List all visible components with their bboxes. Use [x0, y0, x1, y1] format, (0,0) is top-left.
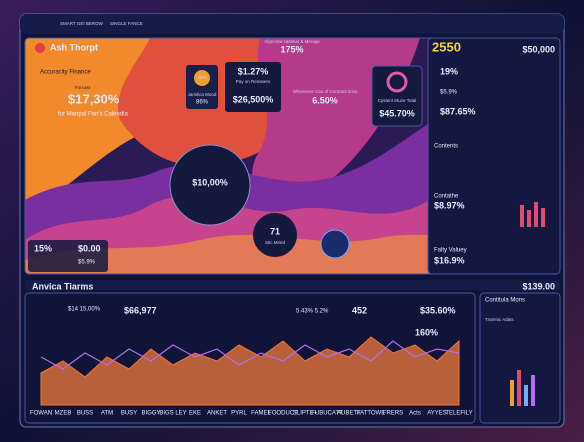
side-sub: Tranmic Adats — [485, 317, 514, 322]
tile-value: $10,00% — [192, 177, 228, 187]
kpi: 5.43% 5.2% — [296, 309, 329, 315]
tab[interactable]: SMART GEI BEROW — [60, 21, 104, 26]
x-tick-label: ATM — [101, 411, 113, 417]
tile-value: 71 — [270, 226, 280, 236]
kpi: $14 15,00% — [68, 307, 101, 313]
tile-value: $45.70% — [379, 108, 415, 118]
stat: $0.00 — [78, 243, 101, 253]
x-tick-label: BIGS LEY — [159, 411, 186, 417]
x-tick-label: AYYES — [427, 411, 447, 417]
tile-value: 175% — [280, 44, 303, 54]
right-line: $87.65% — [440, 106, 476, 116]
side-bars — [510, 370, 535, 406]
hero-heading: Accuracity Finance — [40, 70, 91, 76]
right-pct: 19% — [440, 66, 458, 76]
right-big: 2550 — [432, 39, 461, 54]
x-tick-label: ANKET — [207, 411, 227, 417]
tile-value: 86% — [196, 100, 209, 106]
gauge — [386, 71, 408, 93]
tile — [186, 65, 218, 109]
x-tick-label: BUSS — [77, 411, 93, 417]
x-tick-label: FOODUCT — [268, 411, 298, 417]
divider-bar — [25, 280, 560, 290]
right-value: $16.9% — [434, 255, 465, 265]
logo — [35, 43, 45, 53]
art — [25, 38, 472, 274]
right-amount: $50,000 — [522, 44, 555, 54]
right-heading: Falty Valuey — [434, 248, 467, 254]
total: $139.00 — [522, 281, 555, 291]
stats-box — [28, 240, 108, 272]
x-tick-label: FAMEL — [251, 411, 271, 417]
header-bar — [20, 14, 564, 34]
title: Ash Thorpt — [50, 42, 98, 52]
hero-caption: for Manpal Fan's Calendia — [58, 112, 129, 118]
tile-label: Stic Meed — [265, 240, 286, 245]
right-heading: Contathe — [434, 194, 459, 200]
tile-label: Pay on Renavers — [236, 79, 271, 84]
kpi: 160% — [415, 327, 438, 337]
tile-label: Whevenve Cao of Contract envy — [293, 89, 359, 94]
x-tick-label: MZEB — [55, 411, 72, 417]
right-line: $5.9% — [440, 90, 458, 96]
x-tick-label: FOWAN — [30, 411, 52, 417]
x-tick-label: BUSY — [121, 411, 137, 417]
right-value: $8.97% — [434, 200, 465, 210]
side-panel — [479, 292, 561, 424]
x-tick-label: PYRL — [231, 411, 247, 417]
x-tick-label: FRERS — [383, 411, 403, 417]
x-tick-label: BIGGY — [141, 411, 160, 417]
x-tick-label: FUBUCATT — [311, 411, 343, 417]
tile-label: Jamilica Mood — [188, 92, 217, 97]
right-heading: Contents — [434, 144, 458, 150]
tile-label: Cystent Irtuze Total — [378, 98, 416, 103]
line — [40, 340, 460, 370]
tile — [225, 62, 281, 112]
tile-label: Afgendar camitus & Merage — [264, 39, 320, 44]
x-tick-label: FATTOWE — [357, 411, 385, 417]
tile — [371, 65, 423, 127]
bottom-title: Anvica Tiarms — [32, 281, 93, 291]
gauge — [194, 70, 210, 86]
x-tick-label: SLIPTE+ — [293, 411, 318, 417]
x-tick-label: TELEFILY — [445, 411, 472, 417]
hero-label: Forcast — [75, 85, 91, 90]
stat: $5.9% — [78, 260, 96, 266]
x-tick-label: AUBETT — [337, 411, 361, 417]
kpi: $66,977 — [124, 305, 157, 315]
stat: 15% — [34, 243, 52, 253]
tile-value: $26,500% — [233, 94, 274, 104]
hero-value: $17,30% — [68, 91, 120, 106]
x-tick-label: EKE — [189, 411, 201, 417]
tile-value: 6.50% — [312, 95, 338, 105]
tile-value: 25% — [197, 75, 206, 80]
tab[interactable]: SINGLE FANCE — [110, 21, 143, 26]
tile-value: $1.27% — [238, 66, 269, 76]
side-title: Contitula Mons — [485, 298, 525, 304]
mini-bars — [520, 202, 545, 227]
kpi: 452 — [352, 305, 367, 315]
area — [40, 336, 460, 406]
kpi: $35.60% — [420, 305, 456, 315]
x-tick-label: Acts — [409, 411, 421, 417]
